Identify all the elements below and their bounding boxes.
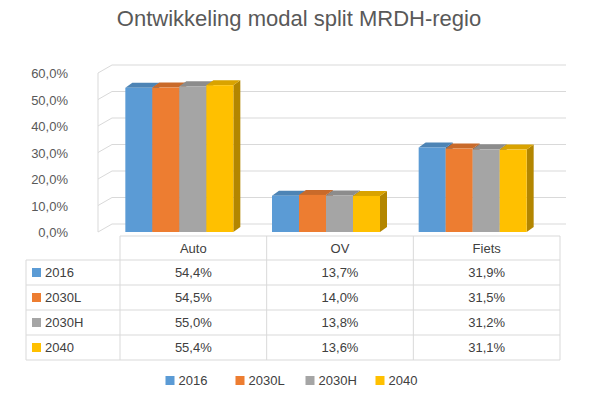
bar-top <box>353 191 387 196</box>
y-tick-label: 30,0% <box>31 146 68 161</box>
chart-container: Ontwikkeling modal split MRDH-regio 0,0% 1… <box>0 0 599 406</box>
bar-front <box>473 149 500 232</box>
table-border <box>26 260 27 360</box>
y-tick-label: 10,0% <box>31 199 68 214</box>
table-border <box>560 236 561 360</box>
data-label: 31,2% <box>468 315 505 330</box>
table-series-name: 2016 <box>45 265 74 280</box>
y-tick-label: 60,0% <box>31 66 68 81</box>
bar <box>206 80 240 232</box>
chart-title: Ontwikkeling modal split MRDH-regio <box>117 6 481 31</box>
bar-front <box>353 196 380 232</box>
bar <box>500 145 534 232</box>
bar-front <box>152 88 179 232</box>
bar-top <box>446 144 480 149</box>
legend-key <box>236 376 245 385</box>
table-border <box>266 236 267 360</box>
legend-label: 2030L <box>249 373 285 388</box>
table-legend-key <box>32 318 41 327</box>
bar <box>353 191 387 232</box>
table-legend-key <box>32 293 41 302</box>
legend-key <box>166 376 175 385</box>
data-label: 54,4% <box>175 265 212 280</box>
table-border <box>26 260 560 261</box>
bar-front <box>419 147 446 232</box>
bar-front <box>326 195 353 232</box>
grid-line <box>98 65 566 73</box>
bar-top <box>419 142 453 147</box>
data-label: 13,8% <box>322 315 359 330</box>
category-label: Fiets <box>473 241 502 256</box>
data-label: 55,0% <box>175 315 212 330</box>
data-label: 31,1% <box>468 340 505 355</box>
y-tick-label: 50,0% <box>31 93 68 108</box>
table-legend-key <box>32 268 41 277</box>
bar-front <box>125 88 152 232</box>
bar-front <box>500 150 527 232</box>
legend-label: 2016 <box>179 373 208 388</box>
data-table: Auto OV Fiets 2016 54,4% 13,7% 31,9% 2030L 54,5%… <box>26 236 560 360</box>
bar-front <box>446 149 473 232</box>
data-label: 13,7% <box>322 265 359 280</box>
table-border <box>26 360 560 361</box>
legend-key <box>376 376 385 385</box>
y-tick-label: 20,0% <box>31 172 68 187</box>
table-border <box>26 335 560 336</box>
legend-label: 2030H <box>319 373 357 388</box>
table-border <box>26 285 560 286</box>
table-series-name: 2030L <box>45 290 81 305</box>
y-tick-label: 0,0% <box>38 225 68 240</box>
bar-front <box>206 85 233 232</box>
data-label: 54,5% <box>175 290 212 305</box>
bar-side <box>233 80 240 232</box>
bar-side <box>380 191 387 232</box>
table-series-name: 2030H <box>45 315 83 330</box>
bar-top <box>206 80 240 85</box>
chart-svg: Ontwikkeling modal split MRDH-regio 0,0% 1… <box>0 0 599 406</box>
table-border <box>120 236 560 237</box>
table-border <box>26 310 560 311</box>
background <box>0 0 599 406</box>
y-axis-line <box>98 73 99 232</box>
table-series-name: 2040 <box>45 340 74 355</box>
table-legend-key <box>32 343 41 352</box>
bar-side <box>527 145 534 232</box>
data-label: 14,0% <box>322 290 359 305</box>
grid <box>98 65 566 232</box>
data-label: 55,4% <box>175 340 212 355</box>
category-label: OV <box>331 241 350 256</box>
category-label: Auto <box>180 241 207 256</box>
data-label: 13,6% <box>322 340 359 355</box>
legend: 2016 2030L 2030H 2040 <box>166 373 418 388</box>
table-border <box>120 236 121 360</box>
legend-key <box>306 376 315 385</box>
legend-label: 2040 <box>389 373 418 388</box>
data-label: 31,9% <box>468 265 505 280</box>
bar-front <box>179 86 206 232</box>
y-tick-label: 40,0% <box>31 119 68 134</box>
data-label: 31,5% <box>468 290 505 305</box>
bar-front <box>272 196 299 232</box>
bars <box>125 80 533 232</box>
bar-front <box>299 195 326 232</box>
bar-top <box>500 145 534 150</box>
table-border <box>413 236 414 360</box>
